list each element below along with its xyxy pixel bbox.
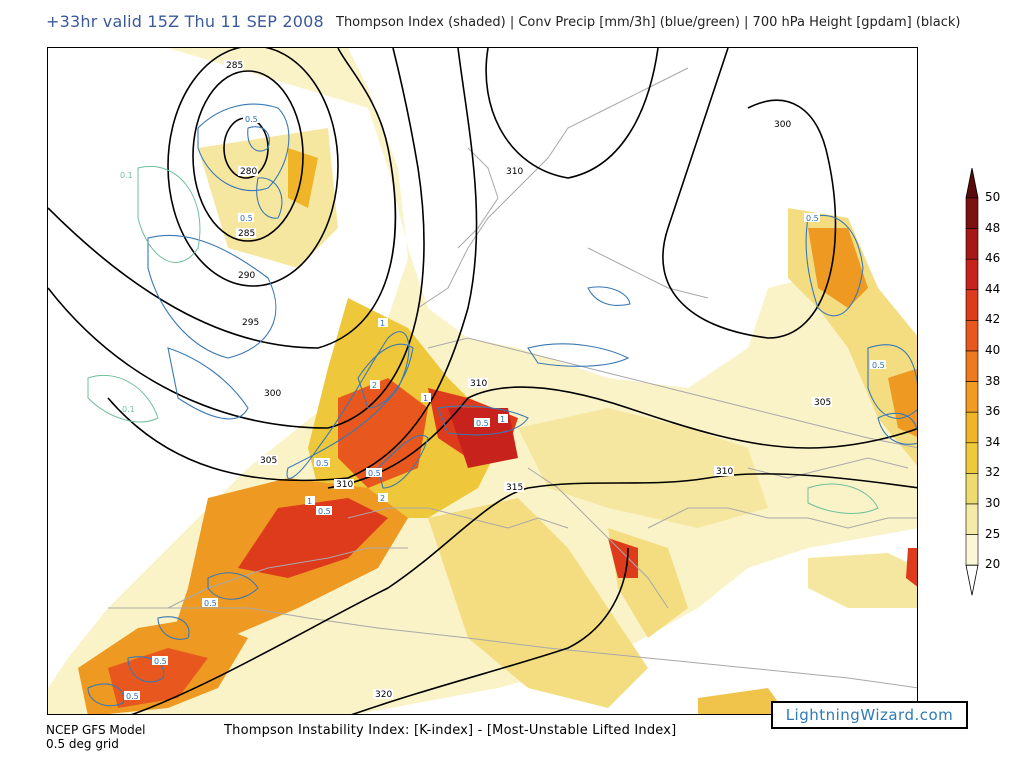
- height-label: 300: [264, 389, 281, 399]
- colorbar-bottom-arrow: [966, 565, 978, 595]
- colorbar-swatch: [966, 198, 978, 229]
- height-label: 280: [240, 167, 257, 177]
- index-description: Thompson Instability Index: [K-index] - …: [224, 723, 676, 738]
- precip-label: 0.1: [120, 171, 133, 180]
- model-name: NCEP GFS Model: [46, 723, 145, 737]
- colorbar-swatch: [966, 351, 978, 382]
- precip-label: 2: [372, 381, 377, 390]
- colorbar-level-label: 25: [985, 527, 1000, 541]
- precip-label: 0.5: [126, 692, 139, 701]
- colorbar-level-label: 48: [985, 221, 1000, 235]
- colorbar-swatch: [966, 259, 978, 290]
- precip-label: 0.5: [240, 214, 253, 223]
- height-label: 315: [506, 483, 523, 493]
- map-canvas: 285 280 285 290 295 300 305 310 310 300 …: [48, 48, 918, 715]
- height-label: 310: [716, 467, 733, 477]
- height-label: 285: [238, 229, 255, 239]
- colorbar-level-label: 20: [985, 557, 1000, 571]
- precip-label: 0.5: [368, 469, 381, 478]
- colorbar-level-label: 44: [985, 282, 1000, 296]
- colorbar-level-label: 50: [985, 190, 1000, 204]
- colorbar-level-label: 46: [985, 251, 1000, 265]
- height-label: 305: [814, 398, 831, 408]
- height-label: 300: [774, 120, 791, 130]
- colorbar-swatch: [966, 443, 978, 474]
- height-label: 285: [226, 61, 243, 71]
- precip-label: 0.5: [204, 599, 217, 608]
- precip-label: 1: [380, 319, 385, 328]
- colorbar-swatch: [966, 412, 978, 443]
- precip-label: 0.5: [154, 657, 167, 666]
- colorbar-level-label: 32: [985, 465, 1000, 479]
- colorbar-swatch: [966, 320, 978, 351]
- weather-map: 285 280 285 290 295 300 305 310 310 300 …: [47, 47, 918, 715]
- colorbar-swatch: [966, 535, 978, 566]
- colorbar-swatch: [966, 382, 978, 413]
- precip-label: 1: [500, 415, 505, 424]
- colorbar-top-arrow: [966, 168, 978, 198]
- model-grid: 0.5 deg grid: [46, 737, 145, 751]
- height-label: 305: [260, 456, 277, 466]
- site-logo[interactable]: LightningWizard.com: [771, 701, 968, 729]
- precip-label: 1: [423, 394, 428, 403]
- colorbar-swatch: [966, 290, 978, 321]
- colorbar-level-label: 38: [985, 374, 1000, 388]
- height-label: 320: [375, 690, 392, 700]
- precip-label: 1: [307, 497, 312, 506]
- colorbar: [964, 168, 980, 596]
- precip-label: 0.5: [806, 214, 819, 223]
- height-label: 310: [470, 379, 487, 389]
- colorbar-level-label: 40: [985, 343, 1000, 357]
- precip-label: 0.5: [316, 459, 329, 468]
- field-description: Thompson Index (shaded) | Conv Precip [m…: [336, 15, 961, 30]
- precip-label: 0.1: [122, 405, 135, 414]
- colorbar-swatch: [966, 473, 978, 504]
- height-label: 290: [238, 271, 255, 281]
- precip-label: 0.5: [872, 361, 885, 370]
- colorbar-level-label: 30: [985, 496, 1000, 510]
- height-label: 310: [336, 480, 353, 490]
- height-label: 310: [506, 167, 523, 177]
- colorbar-level-label: 42: [985, 312, 1000, 326]
- precip-label: 0.5: [245, 115, 258, 124]
- model-info: NCEP GFS Model 0.5 deg grid: [46, 723, 145, 751]
- height-label: 295: [242, 318, 259, 328]
- forecast-valid-time: +33hr valid 15Z Thu 11 SEP 2008: [46, 12, 324, 31]
- precip-label: 0.5: [318, 507, 331, 516]
- colorbar-swatch: [966, 504, 978, 535]
- precip-label: 2: [380, 494, 385, 503]
- colorbar-swatch: [966, 229, 978, 260]
- colorbar-level-label: 34: [985, 435, 1000, 449]
- colorbar-level-label: 36: [985, 404, 1000, 418]
- precip-label: 0.5: [476, 419, 489, 428]
